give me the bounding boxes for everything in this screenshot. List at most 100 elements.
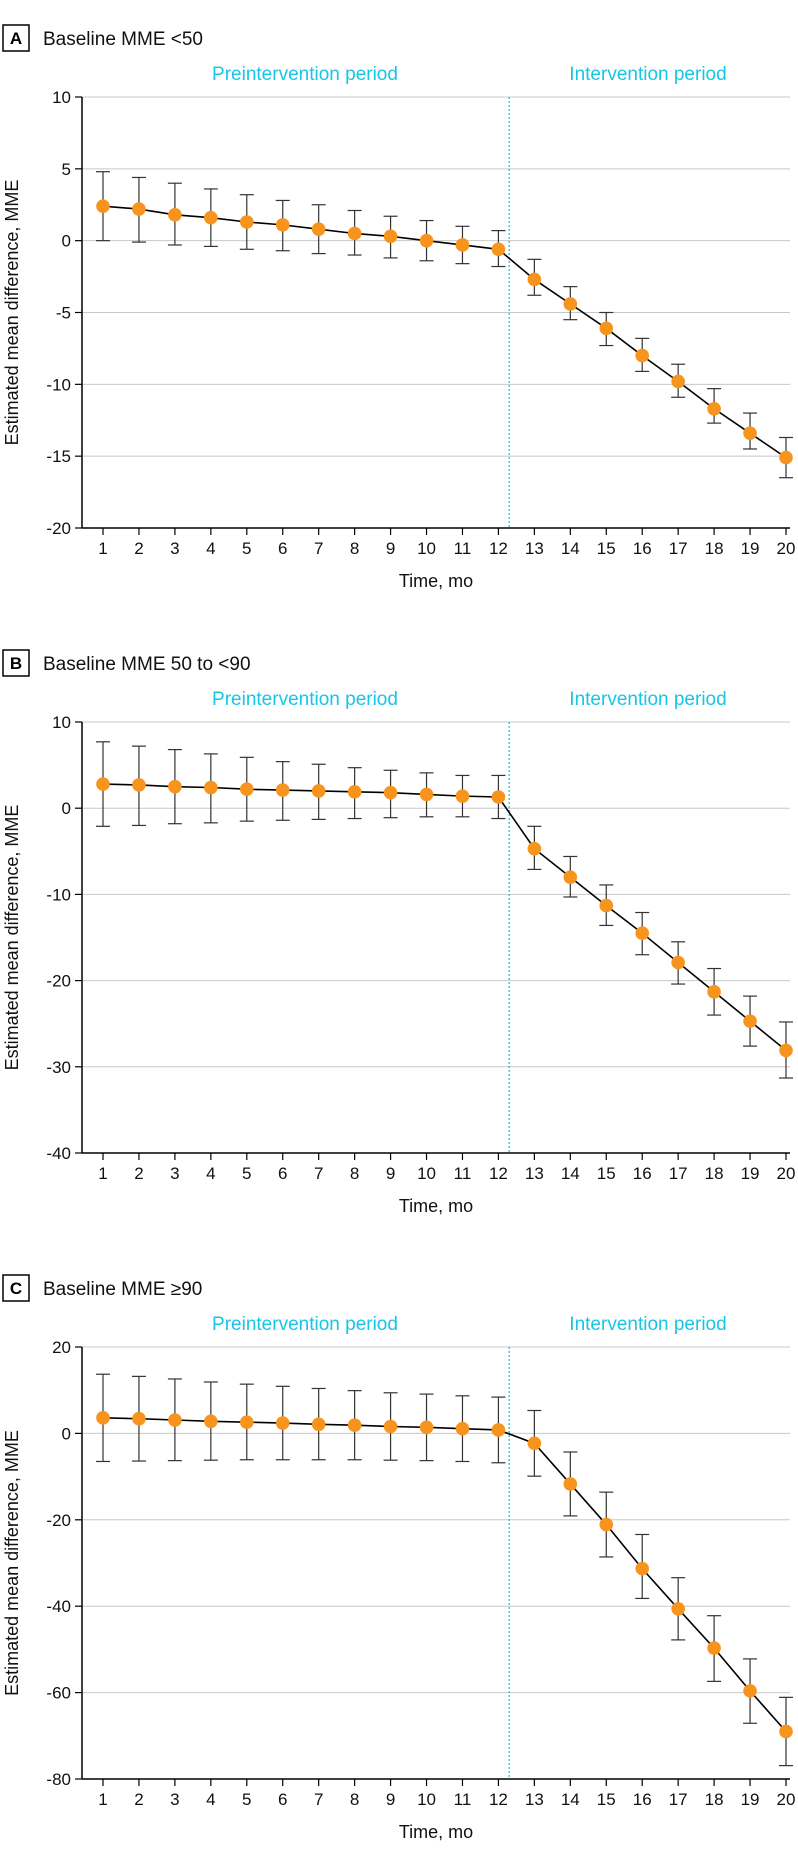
y-tick-label: -20 — [46, 1511, 71, 1530]
x-tick-label: 20 — [777, 539, 796, 558]
panel-letter: A — [10, 29, 22, 48]
x-tick-label: 14 — [561, 1790, 580, 1809]
data-point — [275, 1416, 290, 1430]
data-point — [527, 1436, 542, 1451]
data-point — [599, 898, 614, 913]
panel-letter-box — [2, 649, 30, 677]
data-point — [671, 374, 685, 389]
x-tick-label: 12 — [489, 539, 508, 558]
data-point — [347, 1418, 362, 1432]
data-point — [347, 226, 362, 241]
data-point — [527, 841, 542, 856]
y-axis-label: Estimated mean difference, MME — [2, 180, 22, 446]
x-tick-label: 11 — [454, 539, 472, 558]
x-tick-label: 17 — [669, 1790, 688, 1809]
y-tick-label: 0 — [62, 1424, 71, 1443]
data-point — [275, 218, 290, 232]
y-axis-label: Estimated mean difference, MME — [2, 1430, 22, 1696]
data-point — [743, 1014, 757, 1028]
data-point — [419, 1420, 434, 1435]
series-line — [102, 205, 787, 459]
x-tick-label: 10 — [417, 1790, 436, 1809]
x-tick-label: 12 — [489, 1790, 508, 1809]
x-tick-label: 15 — [597, 1790, 616, 1809]
data-point — [455, 789, 470, 803]
data-point — [635, 348, 650, 363]
data-point — [311, 1417, 326, 1432]
data-point — [132, 1411, 146, 1426]
chart-panel-c: C Baseline MME ≥90 Preintervention period I… — [2, 1274, 795, 1842]
y-tick-label: 20 — [52, 1338, 71, 1357]
data-point — [599, 1517, 614, 1532]
x-tick-label: 17 — [669, 539, 688, 558]
x-tick-label: 8 — [350, 539, 359, 558]
y-tick-label: -15 — [46, 447, 71, 466]
x-tick-label: 16 — [633, 1790, 652, 1809]
x-tick-label: 3 — [170, 1164, 179, 1183]
y-tick-label: -80 — [46, 1770, 71, 1789]
data-point — [779, 1043, 793, 1058]
x-tick-label: 9 — [386, 539, 395, 558]
data-point — [455, 1421, 470, 1436]
y-tick-label: 5 — [62, 160, 71, 179]
data-point — [239, 1415, 254, 1429]
x-tick-label: 19 — [741, 1790, 760, 1809]
data-point — [132, 202, 146, 216]
x-tick-label: 4 — [206, 1164, 215, 1183]
data-point — [168, 779, 182, 794]
series-line — [102, 1417, 787, 1733]
y-axis-label: Estimated mean difference, MME — [2, 805, 22, 1071]
y-tick-label: 0 — [62, 799, 71, 818]
chart-panel-b: B Baseline MME 50 to <90 Preintervention p… — [2, 649, 795, 1216]
data-point — [491, 1423, 506, 1437]
data-point — [132, 778, 146, 792]
x-tick-label: 16 — [633, 1164, 652, 1183]
x-tick-label: 7 — [314, 539, 323, 558]
data-point — [779, 1724, 793, 1739]
x-tick-label: 9 — [386, 1790, 395, 1809]
data-point — [599, 321, 614, 336]
data-point — [635, 1561, 650, 1576]
data-point — [204, 780, 218, 795]
data-point — [383, 785, 398, 800]
data-point — [204, 210, 218, 225]
x-tick-label: 5 — [242, 539, 251, 558]
data-point — [743, 1684, 757, 1698]
x-tick-label: 6 — [278, 1790, 287, 1809]
data-point — [527, 272, 542, 287]
data-point — [671, 1601, 685, 1616]
preintervention-label: Preintervention period — [212, 1314, 398, 1335]
x-axis-label: Time, mo — [399, 1822, 473, 1842]
x-axis-label: Time, mo — [399, 571, 473, 591]
data-point — [96, 1411, 110, 1425]
y-tick-label: -10 — [46, 885, 71, 904]
intervention-label: Intervention period — [569, 1314, 726, 1335]
data-point — [96, 777, 110, 791]
panel-letter-box — [2, 1274, 30, 1302]
x-tick-label: 2 — [134, 1164, 143, 1183]
data-point — [635, 926, 650, 940]
data-point — [707, 985, 721, 999]
data-point — [311, 222, 326, 236]
data-point — [383, 229, 398, 244]
x-tick-label: 17 — [669, 1164, 688, 1183]
y-tick-label: 10 — [52, 713, 71, 732]
x-tick-label: 18 — [705, 539, 724, 558]
x-tick-label: 12 — [489, 1164, 508, 1183]
intervention-label: Intervention period — [569, 689, 726, 710]
x-tick-label: 10 — [417, 539, 436, 558]
x-tick-label: 18 — [705, 1790, 724, 1809]
data-point — [347, 785, 362, 799]
data-point — [779, 450, 793, 465]
y-tick-label: -10 — [46, 375, 71, 394]
preintervention-label: Preintervention period — [212, 64, 398, 85]
x-tick-label: 11 — [454, 1164, 472, 1183]
x-tick-label: 8 — [350, 1790, 359, 1809]
x-tick-label: 5 — [242, 1164, 251, 1183]
x-tick-label: 8 — [350, 1164, 359, 1183]
intervention-label: Intervention period — [569, 64, 726, 85]
y-tick-label: -20 — [46, 972, 71, 991]
x-axis-label: Time, mo — [399, 1196, 473, 1216]
x-tick-label: 4 — [206, 1790, 215, 1809]
data-point — [491, 790, 506, 804]
